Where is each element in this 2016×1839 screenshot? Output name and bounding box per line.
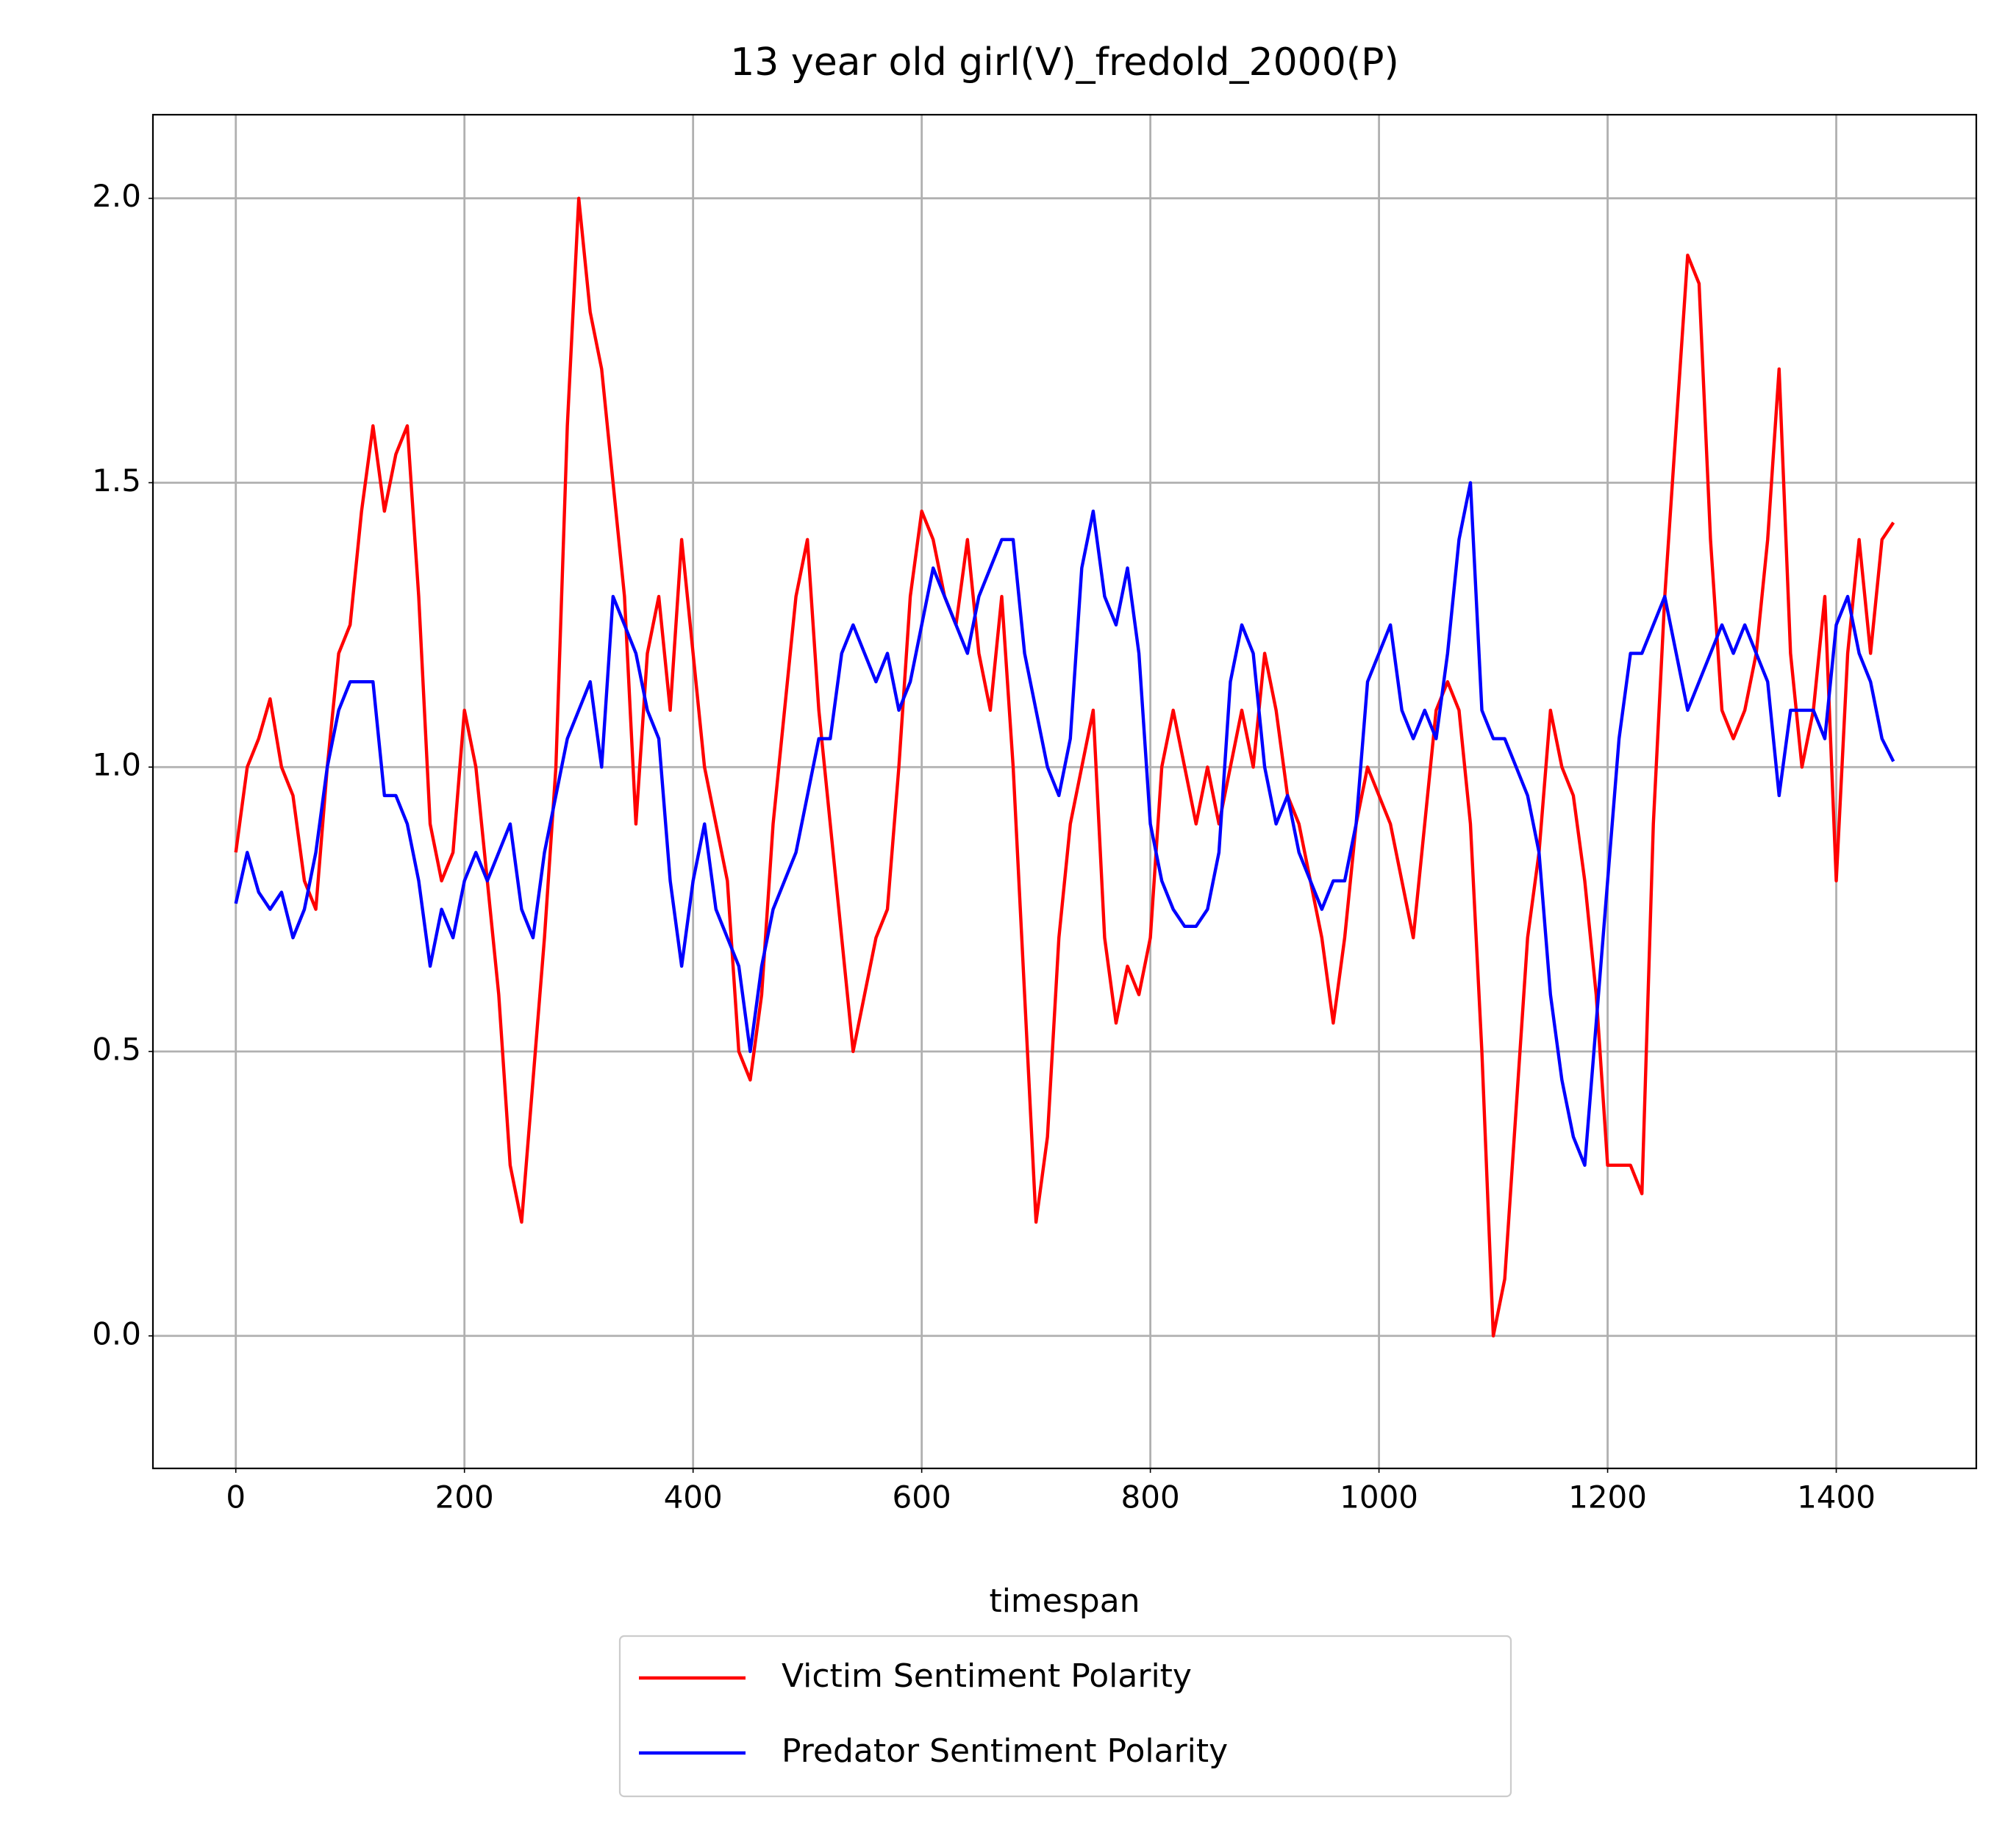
legend-box [618, 1635, 1512, 1798]
plot-frame [151, 113, 1978, 1470]
y-tick-label: 1.5 [92, 463, 141, 499]
data-line [234, 481, 1895, 1167]
legend-label: Predator Sentiment Polarity [782, 1732, 1228, 1770]
data-line [234, 196, 1895, 1338]
y-tick-label: 0.0 [92, 1315, 141, 1351]
x-tick-label: 400 [664, 1479, 723, 1515]
legend-label: Victim Sentiment Polarity [782, 1657, 1192, 1695]
x-tick-label: 600 [893, 1479, 951, 1515]
x-tick-label: 0 [226, 1479, 246, 1515]
x-tick-label: 800 [1121, 1479, 1180, 1515]
legend: Victim Sentiment Polarity Predator Sentim… [618, 1635, 1512, 1798]
x-tick-label: 200 [435, 1479, 494, 1515]
y-tick-label: 1.0 [92, 747, 141, 783]
x-axis-label: timespan [989, 1582, 1140, 1620]
chart-title: 13 year old girl(V)_fredold_2000(P) [730, 40, 1399, 85]
x-tick-label: 1400 [1797, 1479, 1876, 1515]
y-tick-label: 0.5 [92, 1032, 141, 1068]
x-tick-label: 1200 [1568, 1479, 1647, 1515]
y-tick-label: 2.0 [92, 178, 141, 214]
x-tick-label: 1000 [1340, 1479, 1418, 1515]
